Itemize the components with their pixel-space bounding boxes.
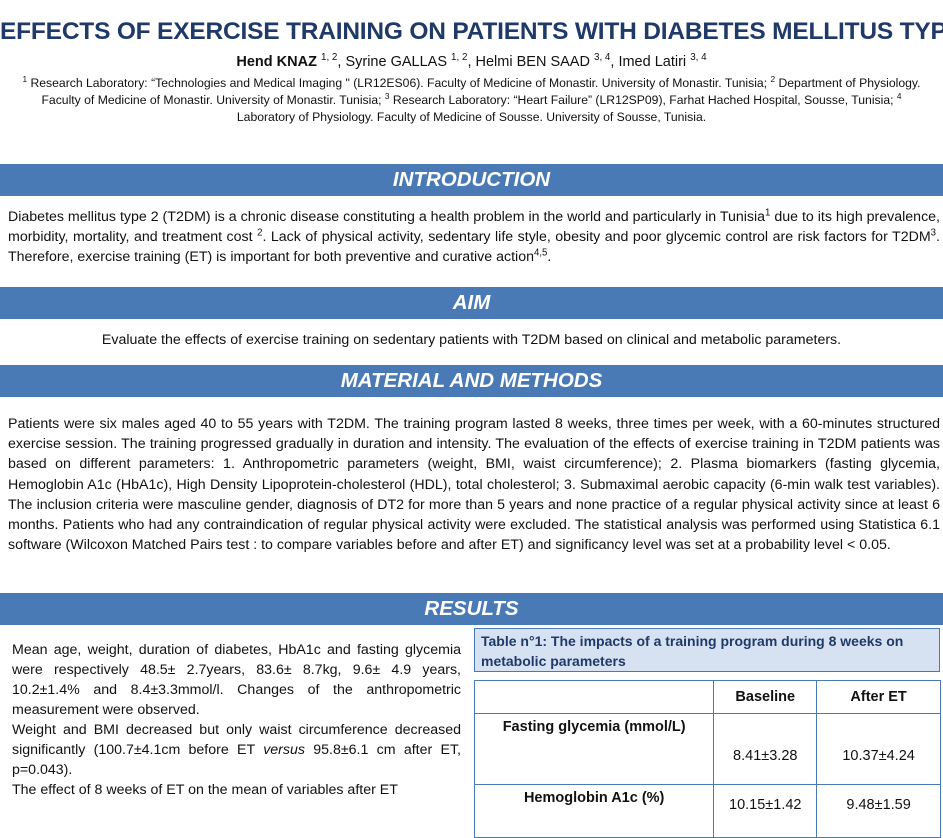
section-heading-introduction: INTRODUCTION: [0, 164, 943, 196]
affiliation-text: Research Laboratory: “Technologies and M…: [27, 76, 771, 90]
author-affiliation-mark: 3, 4: [690, 52, 707, 64]
intro-text-run: . Therefore, exercise training (ET) is i…: [8, 229, 940, 266]
methods-text: Patients were six males aged 40 to 55 ye…: [8, 416, 940, 554]
results-text: Mean age, weight, duration of diabetes, …: [12, 640, 461, 800]
row-label: Fasting glycemia (mmol/L): [473, 713, 715, 785]
aim-text: Evaluate the effects of exercise trainin…: [101, 332, 842, 348]
author-name: Imed Latiri: [618, 54, 691, 70]
affiliation-mark: 2: [770, 73, 776, 84]
table-header-after: After ET: [816, 680, 941, 714]
baseline-value: 10.15±1.42: [713, 784, 818, 838]
intro-text-run: . Lack of physical activity, sedentary l…: [262, 229, 931, 246]
affiliation-mark: 1: [22, 73, 28, 84]
results-paragraph-1: Mean age, weight, duration of diabetes, …: [12, 642, 461, 718]
after-value: 9.48±1.59: [816, 784, 941, 838]
intro-text-run: .: [547, 249, 552, 266]
affiliation-text: Research Laboratory: “Heart Failure” (LR…: [389, 93, 897, 107]
author-name: Syrine GALLAS: [345, 54, 452, 70]
author-affiliation-mark: 1, 2: [320, 52, 338, 64]
affiliations: 1 Research Laboratory: “Technologies and…: [14, 75, 929, 126]
results-paragraph-3: The effect of 8 weeks of ET on the mean …: [12, 782, 398, 798]
after-value: 10.37±4.24: [816, 713, 941, 785]
citation-mark: 2: [257, 227, 263, 239]
citation-mark: 4,5: [533, 247, 548, 259]
affiliation-text: Laboratory of Physiology. Faculty of Med…: [236, 110, 707, 124]
table-row: Fasting glycemia (mmol/L) 8.41±3.28 10.3…: [473, 713, 941, 785]
author-affiliation-mark: 3, 4: [593, 52, 611, 64]
affiliation-mark: 3: [384, 90, 390, 101]
section-heading-aim: AIM: [0, 287, 943, 319]
results-paragraph-2: Weight and BMI decreased but only waist …: [12, 722, 461, 778]
author-list: Hend KNAZ 1, 2, Syrine GALLAS 1, 2, Helm…: [236, 52, 707, 70]
section-heading-methods: MATERIAL AND METHODS: [0, 365, 943, 397]
author-affiliation-mark: 1, 2: [451, 52, 468, 64]
table-caption: Table n°1: The impacts of a training pro…: [474, 628, 940, 672]
affiliation-mark: 4: [896, 90, 902, 101]
author-name: Helmi BEN SAAD: [475, 54, 594, 70]
versus-word: versus: [263, 742, 305, 758]
row-label: Hemoglobin A1c (%): [473, 784, 715, 838]
intro-text-run: due to its high prevalence, morbidity, m…: [8, 209, 940, 246]
table-header-row: Baseline After ET: [473, 680, 941, 714]
affiliation-text: Department of Physiology. Faculty of Med…: [41, 76, 921, 107]
intro-text-run: Diabetes mellitus type 2 (T2DM) is a chr…: [8, 209, 766, 225]
table-header-baseline: Baseline: [713, 680, 818, 714]
citation-mark: 1: [765, 207, 771, 219]
table-header-empty: [473, 680, 715, 714]
table-row: Hemoglobin A1c (%) 10.15±1.42 9.48±1.59: [473, 784, 941, 838]
metabolic-table: Baseline After ET Fasting glycemia (mmol…: [473, 680, 941, 838]
author-name: Hend KNAZ: [236, 54, 321, 70]
introduction-text: Diabetes mellitus type 2 (T2DM) is a chr…: [8, 207, 940, 268]
poster-title: EFFECTS OF EXERCISE TRAINING ON PATIENTS…: [0, 18, 943, 45]
section-heading-results: RESULTS: [0, 593, 943, 625]
baseline-value: 8.41±3.28: [713, 713, 818, 785]
citation-mark: 3: [930, 227, 937, 239]
